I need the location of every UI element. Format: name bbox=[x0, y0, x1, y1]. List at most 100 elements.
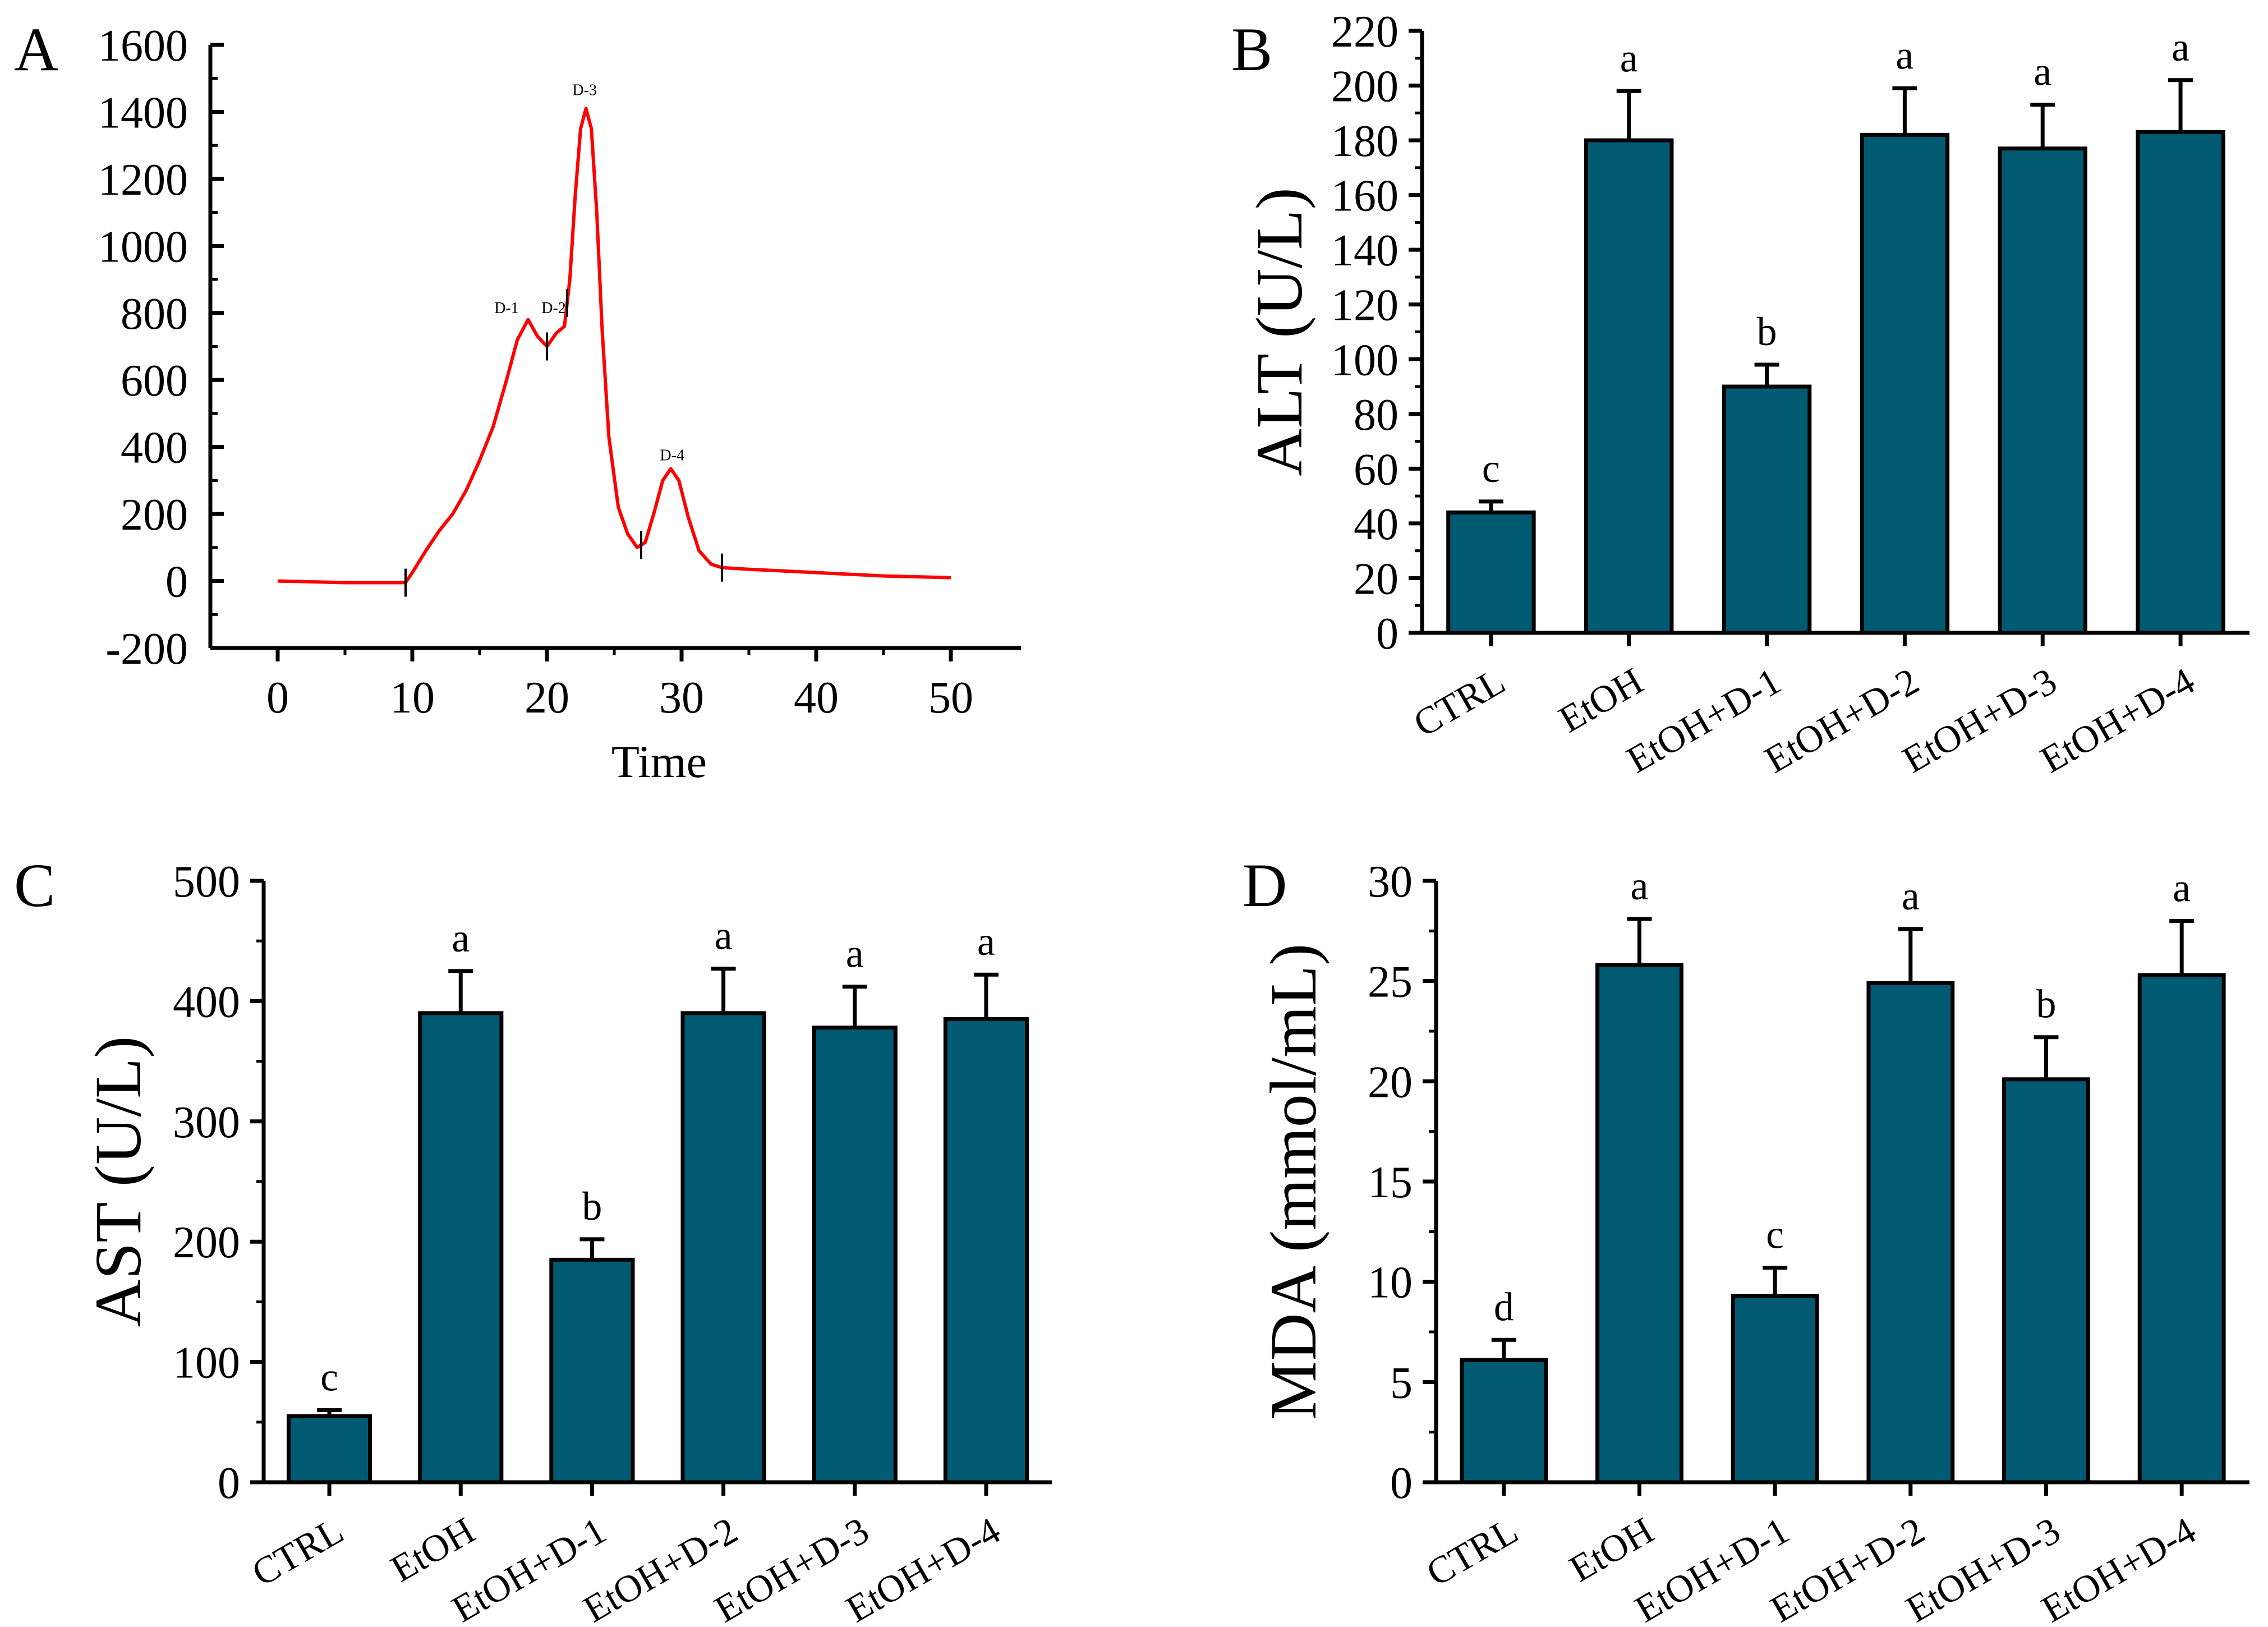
y-tick-label: 1600 bbox=[98, 21, 188, 71]
y-tick-label: 200 bbox=[1331, 62, 1398, 112]
y-tick-label: 25 bbox=[1368, 958, 1413, 1007]
significance-label: b bbox=[582, 1184, 602, 1229]
y-tick-label: 200 bbox=[121, 490, 188, 540]
y-tick-label: 120 bbox=[1331, 281, 1398, 330]
significance-label: a bbox=[2034, 49, 2051, 94]
bar bbox=[1998, 146, 2087, 635]
error-bar bbox=[579, 1237, 605, 1260]
error-bar bbox=[1627, 917, 1652, 966]
y-tick-label: 30 bbox=[1368, 857, 1413, 907]
significance-label: c bbox=[320, 1354, 338, 1399]
y-axis-label: ALT (U/L) bbox=[1243, 187, 1316, 476]
significance-label: a bbox=[846, 931, 864, 976]
bar bbox=[2137, 973, 2226, 1484]
y-tick-label: 0 bbox=[1390, 1459, 1413, 1508]
significance-label: a bbox=[1620, 35, 1638, 80]
significance-label: c bbox=[1482, 446, 1500, 491]
category-label: CTRL bbox=[245, 1509, 351, 1594]
bar bbox=[812, 1026, 898, 1484]
error-bar bbox=[2168, 78, 2193, 132]
y-tick-label: 1200 bbox=[98, 155, 188, 205]
x-tick-label: 30 bbox=[659, 673, 704, 723]
panel-letter: C bbox=[14, 851, 55, 920]
y-tick-label: 0 bbox=[218, 1459, 240, 1508]
bar bbox=[1722, 384, 1812, 635]
bar bbox=[2002, 1077, 2090, 1484]
y-tick-label: 600 bbox=[121, 356, 188, 406]
y-tick-label: 0 bbox=[165, 558, 188, 607]
error-bar bbox=[1754, 362, 1779, 387]
category-label: CTRL bbox=[1419, 1509, 1525, 1594]
peak-label: D-1 bbox=[494, 300, 519, 317]
y-tick-label: 20 bbox=[1368, 1058, 1413, 1107]
y-tick-label: 15 bbox=[1368, 1158, 1413, 1207]
significance-label: a bbox=[715, 913, 733, 958]
y-tick-label: 5 bbox=[1390, 1358, 1413, 1408]
bar bbox=[1446, 510, 1536, 635]
x-tick-label: 50 bbox=[928, 673, 973, 723]
y-tick-label: 100 bbox=[173, 1339, 240, 1388]
significance-label: d bbox=[1494, 1284, 1514, 1329]
bar bbox=[549, 1257, 635, 1484]
y-tick-label: 60 bbox=[1354, 445, 1398, 494]
significance-label: a bbox=[2172, 25, 2189, 70]
bar bbox=[286, 1414, 372, 1484]
error-bar bbox=[973, 972, 999, 1019]
error-bar bbox=[1763, 1266, 1788, 1296]
y-tick-label: 80 bbox=[1354, 390, 1398, 440]
y-tick-label: 140 bbox=[1331, 226, 1398, 275]
category-label: CTRL bbox=[1406, 659, 1512, 745]
y-tick-label: 160 bbox=[1331, 172, 1398, 221]
bar bbox=[1595, 963, 1683, 1484]
error-bar bbox=[1892, 86, 1917, 135]
x-tick-label: 10 bbox=[390, 673, 435, 723]
y-tick-label: 400 bbox=[173, 977, 240, 1027]
error-bar bbox=[448, 969, 473, 1013]
y-axis-label: AST (U/L) bbox=[81, 1036, 155, 1327]
y-tick-label: 0 bbox=[1376, 609, 1398, 659]
bar bbox=[943, 1017, 1029, 1484]
x-tick-label: 0 bbox=[266, 673, 289, 723]
panel-letter: D bbox=[1243, 851, 1287, 920]
y-tick-label: 400 bbox=[121, 424, 188, 473]
bar bbox=[418, 1011, 504, 1484]
peak-label: D-2 bbox=[541, 300, 566, 317]
category-label: EtOH+D-1 bbox=[1627, 1509, 1796, 1627]
x-axis-label: Time bbox=[611, 736, 707, 787]
panel-letter: B bbox=[1231, 15, 1272, 84]
category-label: EtOH+D-3 bbox=[1899, 1509, 2067, 1627]
error-bar bbox=[1616, 89, 1641, 141]
significance-label: a bbox=[452, 916, 470, 960]
y-tick-label: 300 bbox=[173, 1098, 240, 1147]
category-label: EtOH bbox=[383, 1509, 481, 1590]
y-tick-label: 800 bbox=[121, 289, 188, 339]
bar bbox=[1460, 1358, 1548, 1484]
category-label: EtOH+D-2 bbox=[1758, 659, 1926, 781]
category-label: EtOH+D-4 bbox=[2034, 1509, 2202, 1627]
significance-label: a bbox=[1896, 33, 1913, 77]
significance-label: c bbox=[1766, 1212, 1784, 1257]
category-label: EtOH bbox=[1552, 659, 1650, 741]
peak-label: D-4 bbox=[660, 447, 684, 465]
bar bbox=[2136, 130, 2225, 635]
bar bbox=[1731, 1294, 1819, 1484]
chromatogram-line bbox=[277, 107, 951, 585]
error-bar bbox=[2169, 918, 2195, 975]
error-bar bbox=[1898, 927, 1923, 983]
category-label: EtOH+D-2 bbox=[1763, 1509, 1931, 1627]
error-bar bbox=[1491, 1338, 1516, 1361]
bar bbox=[1866, 981, 1955, 1484]
panel-d-mda-bar-chart: D 0 5 10 15 20 25 30 MDA (mmol/mL) d CTRL a EtOH c EtO… bbox=[1243, 851, 2249, 1627]
y-tick-label: 10 bbox=[1368, 1258, 1413, 1308]
panel-letter: A bbox=[14, 15, 58, 84]
error-bar bbox=[711, 967, 736, 1013]
significance-label: b bbox=[1757, 309, 1777, 354]
significance-label: a bbox=[977, 919, 995, 964]
category-label: EtOH+D-1 bbox=[1620, 659, 1788, 781]
y-axis-label: MDA (mmol/mL) bbox=[1257, 944, 1330, 1420]
bar bbox=[1860, 132, 1950, 635]
category-label: EtOH bbox=[1562, 1509, 1660, 1590]
x-tick-label: 20 bbox=[525, 673, 569, 723]
